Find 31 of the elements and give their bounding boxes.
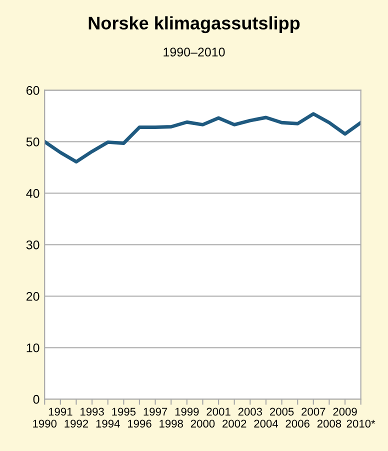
x-tick-label: 1995 [112, 408, 136, 416]
x-tick-label: 2009 [333, 408, 357, 416]
line-series [44, 112, 361, 164]
y-tick-label: 50 [26, 137, 40, 146]
y-tick-label: 30 [26, 240, 40, 250]
x-tick-label: 2003 [238, 408, 262, 416]
x-tick-label: 2005 [270, 408, 294, 416]
x-tick-label: 2010* [346, 420, 376, 428]
x-tick-label: 2008 [317, 420, 342, 428]
x-tick-label: 1998 [160, 420, 183, 428]
x-tick-label: 1993 [80, 408, 104, 416]
chart-subtitle: 1990–2010 [164, 48, 225, 56]
x-tick-label: 1994 [96, 420, 120, 428]
x-tick-label: 1997 [144, 408, 168, 416]
y-tick-label: 10 [26, 343, 40, 352]
x-tick-label: 1999 [175, 408, 199, 416]
y-tick-label: 0 [33, 394, 40, 404]
chart-title: Norske klimagassutslipp [88, 16, 300, 34]
x-tick-label: 2006 [286, 420, 310, 428]
y-tick-label: 40 [26, 188, 40, 198]
x-tick-label: 2004 [254, 420, 278, 428]
x-tick-label: 1996 [128, 420, 152, 428]
x-tick-label: 1991 [48, 408, 72, 416]
x-tick-label: 2002 [222, 420, 246, 428]
x-tick-label: 2001 [206, 408, 230, 416]
y-tick-label: 20 [26, 292, 40, 301]
x-tick-label: 2000 [190, 420, 215, 428]
y-tick-label: 60 [26, 86, 40, 95]
x-tick-label: 1992 [64, 420, 88, 428]
x-tick-label: 1990 [33, 420, 57, 428]
x-tick-label: 2007 [302, 408, 326, 416]
